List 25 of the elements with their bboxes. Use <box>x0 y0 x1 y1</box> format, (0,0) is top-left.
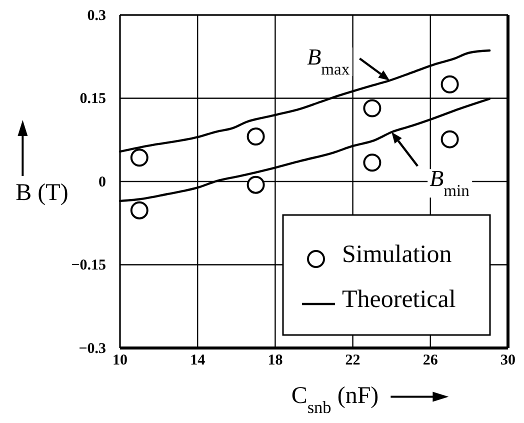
y-tick-label: −0.15 <box>71 258 106 274</box>
y-tick-label: −0.3 <box>78 340 106 357</box>
point <box>130 201 148 220</box>
legend-label: Theoretical <box>342 286 456 313</box>
x-tick-label: 18 <box>268 352 283 369</box>
legend-label: Simulation <box>342 241 452 268</box>
x-tick-label: 14 <box>190 352 206 369</box>
point <box>363 154 382 172</box>
point <box>130 148 148 167</box>
y-tick-label: 0 <box>98 174 106 190</box>
annotation: B$_{max}$ <box>307 44 350 78</box>
y-axis-title: B (T) <box>16 180 68 206</box>
x-tick-label: 10 <box>112 352 128 369</box>
annotation: B$_{min}$ <box>430 166 470 200</box>
y-tick-label: 0.15 <box>80 91 106 108</box>
point <box>440 75 459 94</box>
x-tick-label: 26 <box>422 352 438 369</box>
point <box>246 128 265 146</box>
x-tick-label: 22 <box>345 352 360 369</box>
point <box>246 176 265 194</box>
x-axis-title: C$_{snb}$ (nF) <box>291 383 379 416</box>
x-tick-label: 30 <box>500 352 516 369</box>
point <box>363 99 382 118</box>
y-tick-label: 0.3 <box>87 8 106 24</box>
point <box>440 130 459 148</box>
